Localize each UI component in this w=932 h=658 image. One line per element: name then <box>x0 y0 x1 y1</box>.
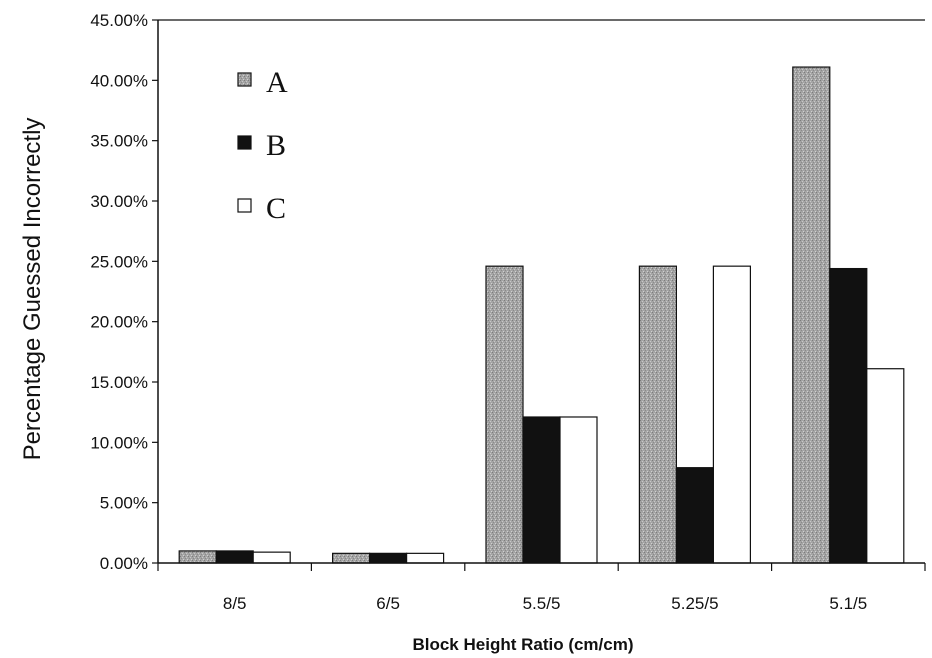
x-tick-label: 5.1/5 <box>829 594 867 613</box>
bar-b-2 <box>369 552 408 564</box>
bar-b-4 <box>675 467 715 564</box>
bar-c-2 <box>406 552 445 564</box>
bar-a-5 <box>792 66 831 564</box>
x-tick-label: 6/5 <box>376 594 400 613</box>
bars-group <box>178 66 905 564</box>
tick-labels-group: 0.00% 5.00% 10.00% 15.00% 20.00% 25.00% 30.00%… <box>90 11 926 613</box>
bar-c-3 <box>559 416 598 564</box>
legend-swatch-a <box>237 72 252 87</box>
y-tick-label: 35.00% <box>90 132 148 151</box>
x-tick-label: 8/5 <box>223 594 247 613</box>
legend-label-a: A <box>266 66 288 99</box>
bar-a-3 <box>485 265 524 564</box>
y-tick-label: 40.00% <box>90 71 148 90</box>
bar-c-4 <box>712 265 752 564</box>
bar-b-5 <box>829 267 868 564</box>
legend-swatch-c <box>237 198 252 213</box>
bar-c-1 <box>252 551 291 564</box>
y-tick-label: 25.00% <box>90 252 148 271</box>
bar-c-5 <box>866 368 905 564</box>
y-tick-label: 30.00% <box>90 192 148 211</box>
bar-b-1 <box>215 550 254 564</box>
y-tick-label: 45.00% <box>90 11 148 30</box>
y-tick-label: 10.00% <box>90 433 148 452</box>
bar-a-1 <box>178 550 217 564</box>
legend: ABC <box>237 66 288 225</box>
bar-a-2 <box>332 552 371 564</box>
bar-a-4 <box>638 265 678 564</box>
y-tick-label: 15.00% <box>90 373 148 392</box>
legend-label-b: B <box>266 129 286 162</box>
y-tick-label: 20.00% <box>90 313 148 332</box>
x-tick-label: 5.25/5 <box>671 594 718 613</box>
y-tick-label: 5.00% <box>100 494 148 513</box>
x-tick-label: 5.5/5 <box>523 594 561 613</box>
y-tick-label: 0.00% <box>100 554 148 573</box>
legend-swatch-b <box>237 135 252 150</box>
legend-label-c: C <box>266 192 286 225</box>
y-axis-title: Percentage Guessed Incorrectly <box>19 118 46 461</box>
bar-b-3 <box>522 416 561 564</box>
axes-group <box>157 19 925 564</box>
x-axis-title: Block Height Ratio (cm/cm) <box>412 635 633 654</box>
